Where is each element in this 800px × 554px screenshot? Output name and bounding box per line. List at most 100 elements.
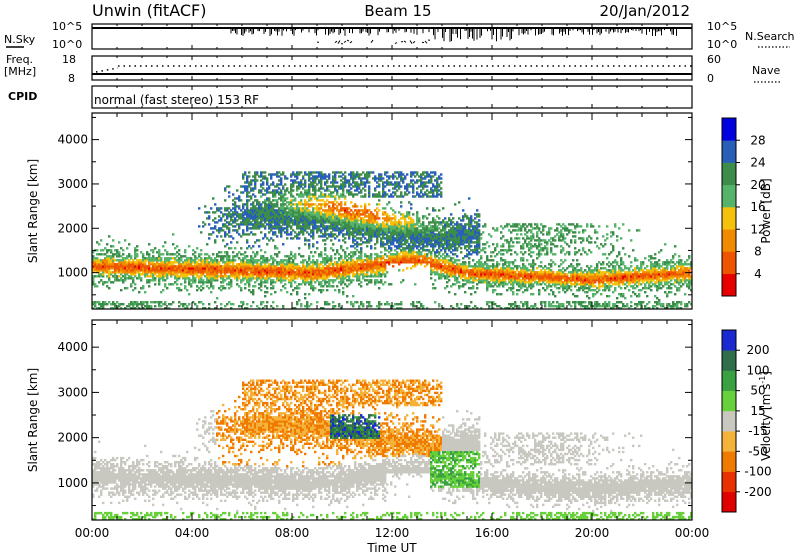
- power-cell: [102, 265, 105, 268]
- power-cell: [230, 307, 233, 310]
- power-cell: [94, 257, 97, 260]
- power-cell: [134, 273, 137, 276]
- power-cell: [134, 265, 137, 268]
- power-cell: [212, 279, 215, 282]
- power-cell: [100, 267, 103, 270]
- power-cell: [196, 267, 199, 270]
- power-cell: [210, 285, 213, 288]
- power-cell: [160, 257, 163, 260]
- power-cell: [212, 259, 215, 262]
- power-cell: [172, 233, 175, 236]
- power-cell: [118, 279, 121, 282]
- power-cell: [316, 241, 319, 244]
- power-cell: [158, 257, 161, 260]
- power-cell: [362, 303, 365, 306]
- power-cell: [226, 257, 229, 260]
- power-cell: [112, 239, 115, 242]
- power-cell: [200, 257, 203, 260]
- power-cell: [164, 263, 167, 266]
- power-cell: [220, 251, 223, 254]
- power-cell: [378, 199, 381, 202]
- power-cell: [146, 251, 149, 254]
- power-cell: [202, 271, 205, 274]
- power-cell: [378, 191, 381, 194]
- power-cell: [332, 249, 335, 252]
- power-cell: [220, 207, 223, 210]
- power-cell: [240, 199, 243, 202]
- power-cell: [206, 217, 209, 220]
- power-cell: [160, 267, 163, 270]
- power-cell: [198, 263, 201, 266]
- power-cell: [172, 261, 175, 264]
- power-cell: [146, 269, 149, 272]
- power-cell: [96, 301, 99, 304]
- power-cell: [220, 303, 223, 306]
- power-cell: [158, 263, 161, 266]
- power-cell: [434, 279, 437, 282]
- power-cell: [110, 307, 113, 310]
- power-cell: [444, 217, 447, 220]
- power-cell: [332, 243, 335, 246]
- power-cell: [330, 255, 333, 258]
- power-cell: [164, 283, 167, 286]
- power-cell: [108, 273, 111, 276]
- power-cell: [124, 275, 127, 278]
- power-cell: [110, 245, 113, 248]
- power-cell: [266, 301, 269, 304]
- power-cell: [98, 259, 101, 262]
- power-cell: [220, 259, 223, 262]
- power-cell: [338, 239, 341, 242]
- power-cell: [130, 285, 133, 288]
- power-cell: [190, 285, 193, 288]
- power-cell: [136, 269, 139, 272]
- power-cell: [154, 269, 157, 272]
- power-cell: [208, 237, 211, 240]
- power-cell: [138, 263, 141, 266]
- power-cell: [228, 185, 231, 188]
- power-cell: [440, 181, 443, 184]
- power-cell: [120, 289, 123, 292]
- power-cell: [166, 287, 169, 290]
- power-cell: [174, 269, 177, 272]
- power-cell: [110, 263, 113, 266]
- power-cell: [106, 281, 109, 284]
- power-cell: [170, 253, 173, 256]
- power-cell: [228, 207, 231, 210]
- power-cell: [144, 305, 147, 308]
- power-cell: [98, 301, 101, 304]
- power-cell: [174, 253, 177, 256]
- power-cell: [202, 267, 205, 270]
- power-cell: [178, 271, 181, 274]
- power-cell: [106, 249, 109, 252]
- power-cell: [96, 285, 99, 288]
- power-cell: [184, 261, 187, 264]
- power-cell: [184, 271, 187, 274]
- power-cell: [406, 267, 409, 270]
- power-cell: [196, 265, 199, 268]
- power-cell: [108, 269, 111, 272]
- power-cell: [198, 207, 201, 210]
- power-cell: [146, 259, 149, 262]
- power-cell: [304, 179, 307, 182]
- power-cell: [228, 283, 231, 286]
- power-cell: [212, 219, 215, 222]
- power-cell: [188, 267, 191, 270]
- power-cell: [440, 173, 443, 176]
- power-cell: [202, 269, 205, 272]
- power-cell: [166, 267, 169, 270]
- power-cell: [204, 271, 207, 274]
- power-cell: [148, 281, 151, 284]
- power-cell: [264, 295, 267, 298]
- power-cell: [132, 289, 135, 292]
- power-cell: [216, 261, 219, 264]
- power-cell: [224, 279, 227, 282]
- power-cell: [100, 259, 103, 262]
- power-cell: [208, 279, 211, 282]
- power-cell: [136, 271, 139, 274]
- power-cell: [208, 307, 211, 310]
- power-cell: [132, 259, 135, 262]
- power-cell: [196, 289, 199, 292]
- power-cell: [94, 285, 97, 288]
- power-cell: [192, 249, 195, 252]
